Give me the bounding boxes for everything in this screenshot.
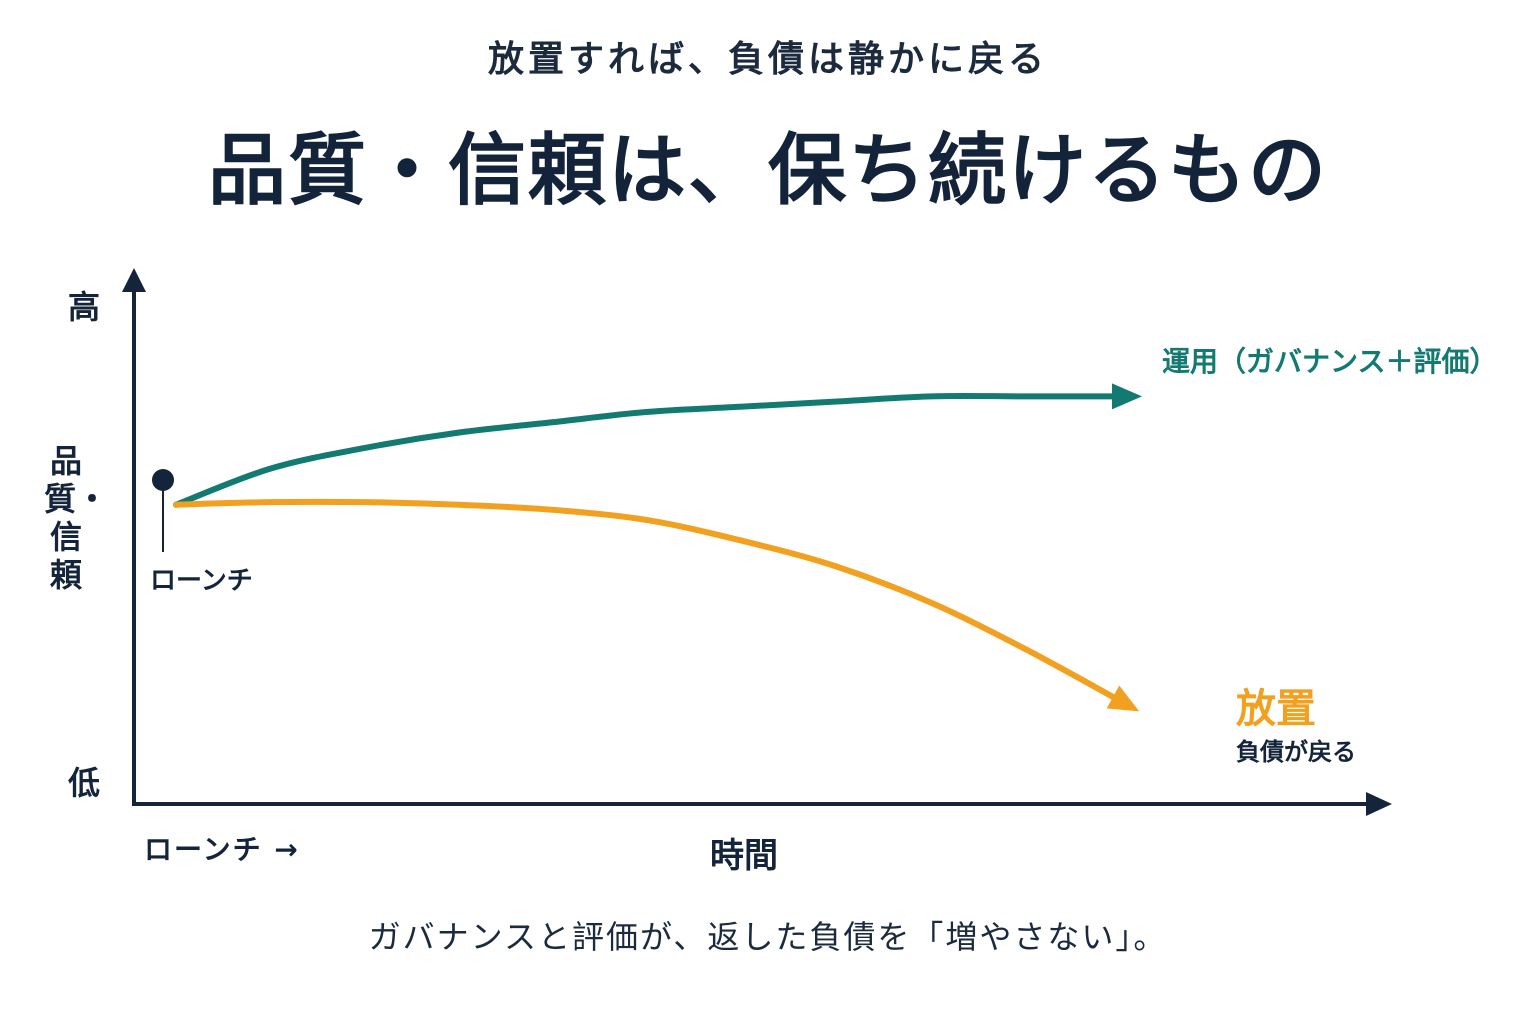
y-axis-label: 品質・信頼: [44, 442, 109, 594]
y-axis-arrow-icon: [122, 268, 146, 292]
x-axis-label: 時間: [710, 836, 778, 876]
y-high-label: 高: [68, 288, 101, 326]
series-arrow-neglect-icon: [1106, 685, 1140, 712]
series-layer: [173, 383, 1142, 712]
launch-label: ローンチ: [150, 566, 253, 596]
y-low-label: 低: [68, 764, 101, 802]
chart-caption: ガバナンスと評価が、返した負債を「増やさない」。: [368, 918, 1168, 956]
x-start-label: ローンチ →: [144, 833, 300, 866]
series-arrow-operation-icon: [1112, 383, 1142, 410]
launch-point: [152, 469, 174, 491]
series-line-neglect: [173, 498, 1123, 704]
series-line-operation: [173, 392, 1123, 508]
series-sublabel-neglect: 負債が戻る: [1236, 738, 1356, 766]
x-axis-arrow-icon: [1366, 792, 1392, 816]
series-label-neglect: 放置: [1236, 686, 1316, 732]
chart-subtitle: 放置すれば、負債は静かに戻る: [487, 38, 1048, 80]
chart-title: 品質・信頼は、保ち続けるもの: [207, 125, 1328, 216]
series-label-operation: 運用（ガバナンス＋評価）: [1162, 345, 1498, 378]
